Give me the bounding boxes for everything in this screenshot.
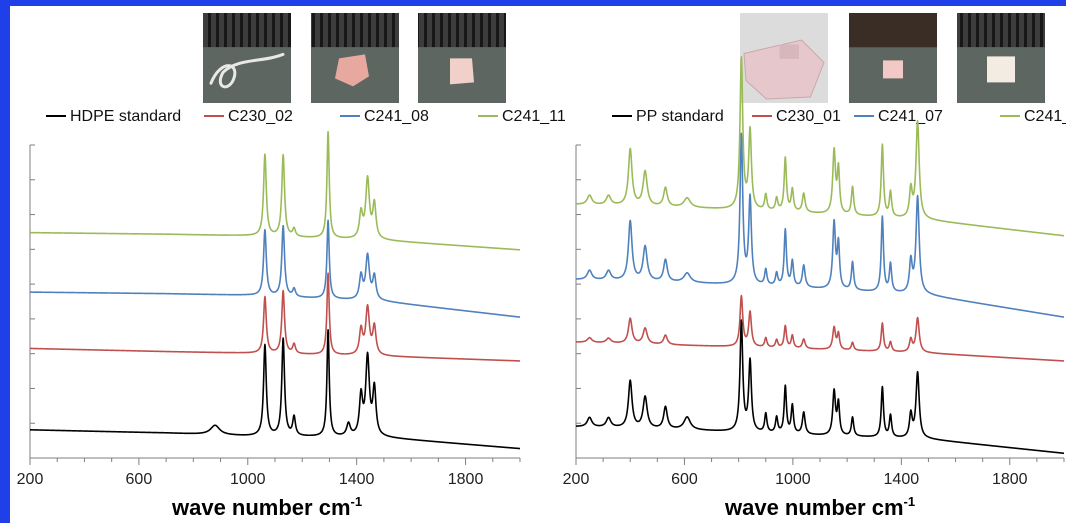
x-tick-label: 200: [17, 471, 44, 488]
pp-panel: PP standard C230_01 C241_07 C241_12 200 600 1…: [563, 13, 1066, 520]
x-tick-label: 200: [563, 471, 590, 488]
pale-pink-fragment-sample-photo: [418, 13, 506, 103]
legend-label: PP standard: [636, 108, 724, 125]
x-tick-label: 600: [126, 471, 153, 488]
legend-label: C241_08: [364, 108, 429, 125]
hdpe-sample-photos: [203, 13, 506, 103]
white-foam-sample-photo: [957, 13, 1045, 103]
spectrum-line: [575, 294, 1065, 362]
legend-label: C241_07: [878, 108, 943, 125]
legend-label: C230_01: [776, 108, 841, 125]
spectrum-line: [29, 328, 521, 450]
pp-sample-photos: [740, 13, 1045, 103]
pp-x-ticks: 200 600 1000 1400 1800: [563, 458, 1065, 488]
small-pink-fragment-sample-photo: [849, 13, 937, 103]
legend-label: C241_12: [1024, 108, 1066, 125]
spectrum-line: [575, 56, 1065, 237]
pp-legend: PP standard C230_01 C241_07 C241_12: [612, 108, 1066, 125]
legend-label: C241_11: [502, 108, 566, 125]
hdpe-spectra: [29, 130, 521, 450]
spectrum-line: [29, 130, 521, 251]
hdpe-x-axis-title: wave number cm-1: [171, 494, 362, 520]
x-tick-label: 1800: [992, 471, 1028, 488]
hdpe-legend: HDPE standard C230_02 C241_08 C241_11: [46, 108, 566, 125]
pink-fragment-sample-photo: [311, 13, 399, 103]
legend-label: C230_02: [228, 108, 293, 125]
white-fiber-sample-photo: [203, 13, 291, 103]
x-tick-label: 1400: [339, 471, 375, 488]
spectrum-line: [29, 219, 521, 318]
pp-y-ticks: [576, 144, 581, 424]
pink-film-sample-photo: [740, 13, 828, 103]
pp-x-axis-title: wave number cm-1: [724, 494, 915, 520]
hdpe-panel: HDPE standard C230_02 C241_08 C241_11 200 60…: [17, 13, 566, 520]
spectrum-line: [29, 272, 521, 362]
x-tick-label: 600: [671, 471, 698, 488]
x-tick-label: 1400: [884, 471, 920, 488]
x-tick-label: 1800: [448, 471, 484, 488]
x-tick-label: 1000: [230, 471, 266, 488]
spectrum-line: [575, 319, 1065, 455]
spectrum-line: [575, 132, 1065, 318]
hdpe-y-ticks: [30, 144, 35, 424]
pp-spectra: [575, 56, 1065, 455]
hdpe-x-ticks: 200 600 1000 1400 1800: [17, 458, 521, 488]
x-tick-label: 1000: [775, 471, 811, 488]
legend-label: HDPE standard: [70, 108, 181, 125]
